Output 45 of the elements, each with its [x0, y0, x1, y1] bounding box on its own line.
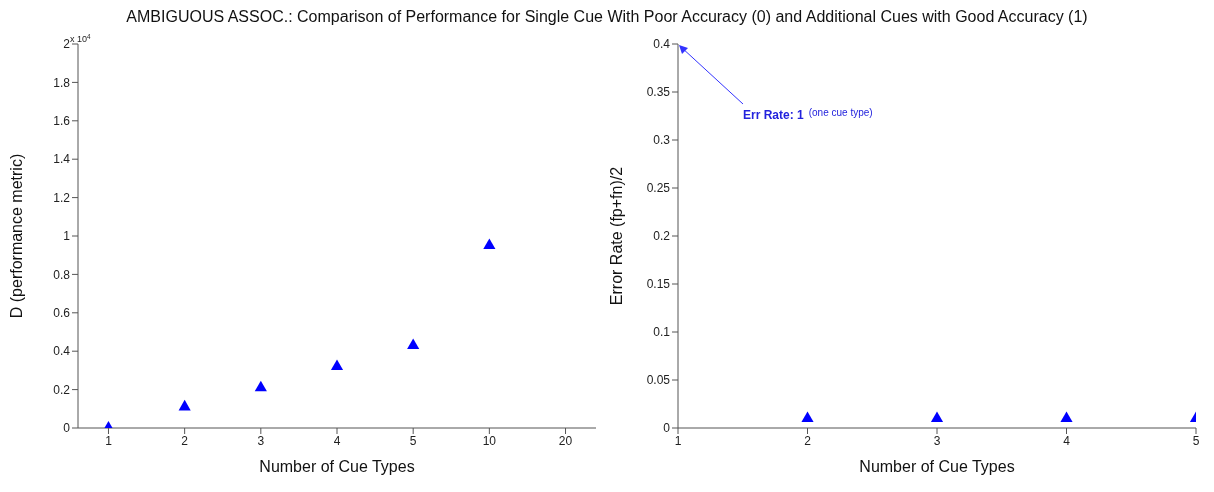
- y-tick-label: 0.4: [53, 344, 71, 359]
- y-tick-label: 0.2: [653, 229, 671, 244]
- x-tick-label: 4: [333, 433, 341, 448]
- annotation: Err Rate: 1: [743, 108, 804, 122]
- point: [254, 380, 267, 392]
- x-axis-title: Number of Cue Types: [859, 458, 1015, 475]
- x-tick-label: 2: [181, 433, 189, 448]
- x-tick-label: 3: [257, 433, 265, 448]
- point: [178, 399, 191, 411]
- point: [407, 338, 420, 349]
- y-tick-label: 0.35: [646, 85, 671, 100]
- y-axis-title: Error Rate (fp+fn)/2: [607, 166, 625, 306]
- y-tick-label: 0.4: [653, 37, 671, 52]
- chart-title: AMBIGUOUS ASSOC.: Comparison of Performance for Single Cue With Poor Accuracy (0) and Additional Cues with Good Accuracy (1): [125, 8, 1089, 27]
- annotation: x 10$^{4}$: [70, 32, 92, 44]
- y-tick-label: 0.1: [653, 325, 671, 340]
- x-tick-label: 5: [1192, 433, 1200, 448]
- y-tick-label: 1: [63, 229, 71, 244]
- x-tick-label: 2: [804, 433, 812, 448]
- y-tick-label: 1.8: [53, 75, 71, 90]
- annotation: (one cue type): [808, 107, 873, 118]
- y-tick-label: 0.2: [53, 382, 71, 397]
- y-tick-label: 0.05: [646, 373, 671, 388]
- x-tick-label: 1: [105, 433, 113, 448]
- y-tick-label: 0.6: [53, 306, 71, 321]
- x-axis-title: Number of Cue Types: [259, 458, 415, 475]
- y-tick-label: 1.4: [53, 152, 71, 167]
- x-tick-label: 20: [558, 433, 573, 448]
- x-tick-label: 3: [933, 433, 941, 448]
- x-tick-label: 5: [409, 433, 417, 448]
- y-tick-label: 0: [63, 421, 71, 436]
- x-tick-label: 4: [1063, 433, 1071, 448]
- y-tick-label: 0.3: [653, 133, 671, 148]
- y-tick-label: 0.8: [53, 267, 71, 282]
- point: [483, 238, 496, 250]
- point: [330, 359, 344, 371]
- y-tick-label: 0.25: [646, 181, 671, 196]
- y-tick-label: 0: [663, 421, 671, 436]
- y-tick-label: 1.6: [53, 114, 71, 129]
- x-tick-label: 1: [674, 433, 682, 448]
- y-tick-label: 2: [63, 37, 71, 52]
- y-tick-label: 0.15: [646, 277, 671, 292]
- y-axis-title: D (performance metric): [7, 153, 25, 319]
- x-tick-label: 10: [482, 433, 497, 448]
- y-tick-label: 1.2: [53, 190, 71, 205]
